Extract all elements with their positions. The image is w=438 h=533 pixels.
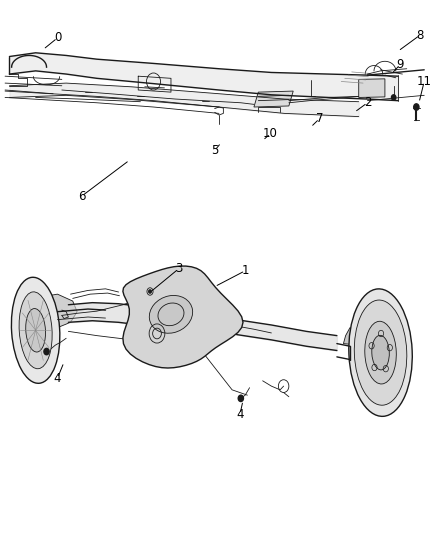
Text: 6: 6 [78, 190, 85, 203]
Ellipse shape [19, 292, 52, 369]
Ellipse shape [349, 289, 412, 416]
Ellipse shape [372, 335, 389, 370]
Text: 0: 0 [54, 31, 61, 44]
Text: 9: 9 [396, 58, 404, 71]
Ellipse shape [11, 277, 60, 383]
Polygon shape [343, 328, 361, 345]
Text: 3: 3 [175, 262, 183, 275]
Polygon shape [123, 266, 243, 368]
Circle shape [414, 104, 419, 110]
Text: 7: 7 [316, 112, 323, 125]
Polygon shape [149, 324, 166, 344]
Text: 4: 4 [236, 408, 244, 421]
Text: 5: 5 [211, 144, 218, 157]
Polygon shape [33, 294, 77, 328]
Circle shape [149, 290, 151, 293]
Text: 8: 8 [416, 29, 424, 42]
Text: 1: 1 [241, 264, 249, 277]
Ellipse shape [365, 321, 396, 384]
Ellipse shape [354, 300, 407, 405]
Polygon shape [143, 289, 159, 296]
Ellipse shape [149, 295, 193, 333]
Circle shape [238, 395, 244, 401]
Text: 4: 4 [54, 372, 61, 385]
Text: 2: 2 [364, 96, 371, 109]
Circle shape [392, 95, 396, 100]
Circle shape [44, 349, 49, 355]
Text: 11: 11 [417, 75, 432, 88]
Polygon shape [193, 288, 215, 296]
Polygon shape [359, 79, 385, 98]
Polygon shape [254, 91, 293, 107]
Text: 10: 10 [263, 127, 278, 140]
Ellipse shape [26, 309, 46, 352]
